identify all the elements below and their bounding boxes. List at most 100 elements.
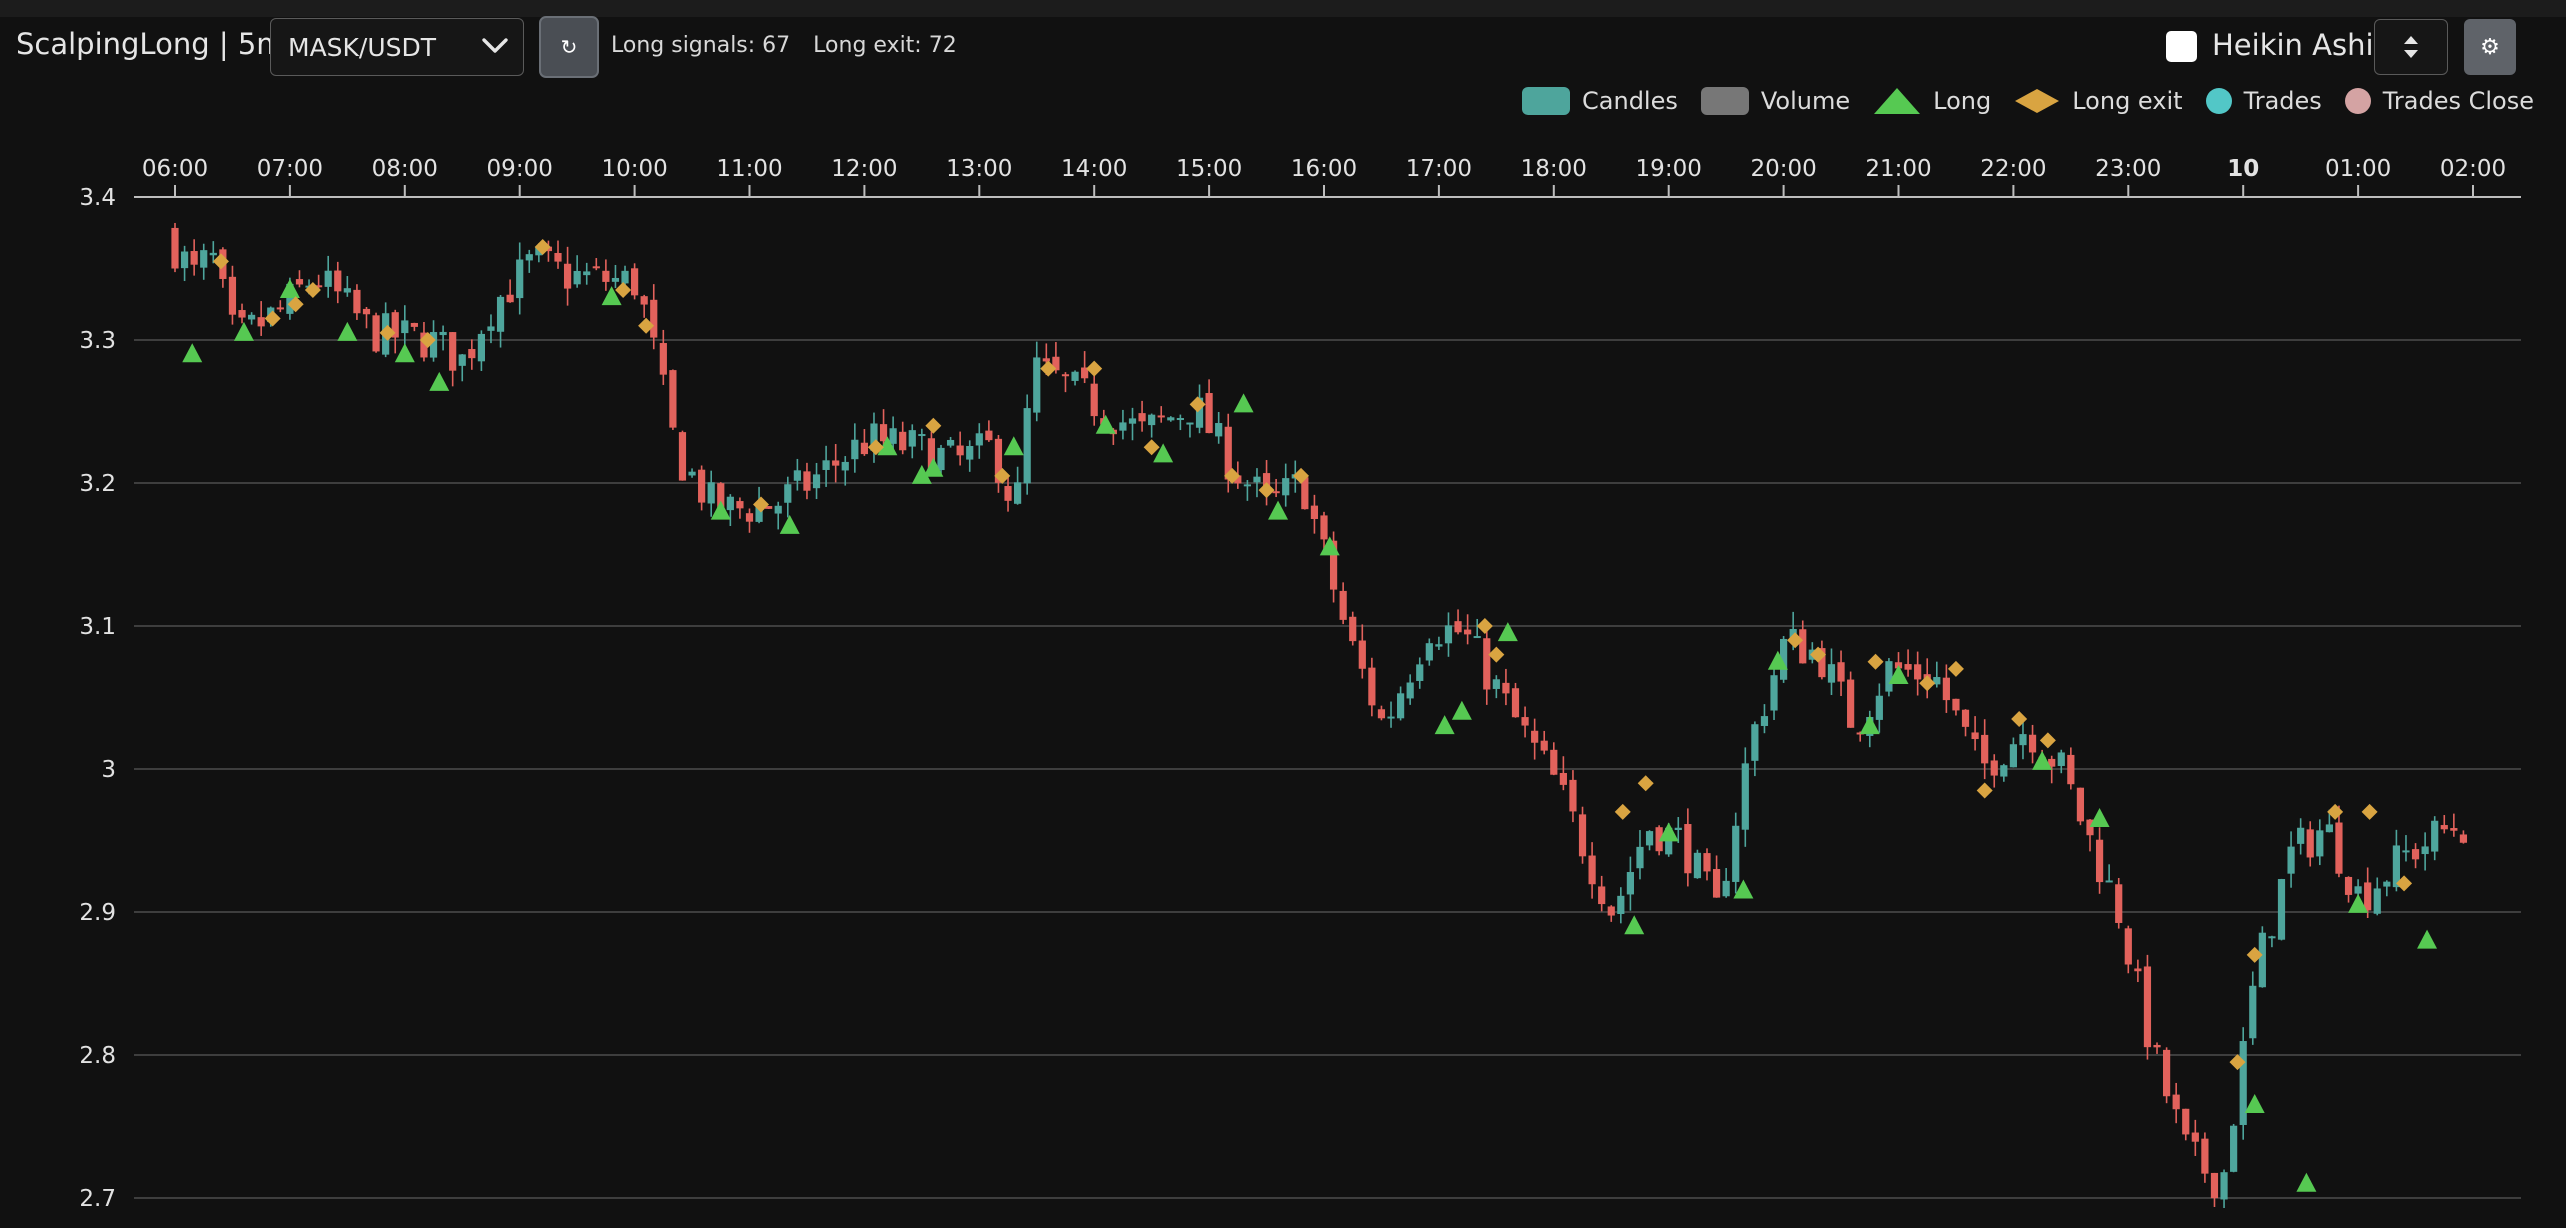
- candle-body: [1195, 397, 1204, 428]
- candle: [2076, 787, 2085, 826]
- candle-body: [1444, 625, 1453, 644]
- candle-body: [458, 354, 466, 366]
- candle-body: [2383, 881, 2391, 887]
- candle-body: [1272, 491, 1280, 494]
- long-signal-marker: [1233, 393, 1254, 413]
- candle-body: [1033, 357, 1041, 413]
- candle-body: [1511, 688, 1520, 718]
- candle-body: [2191, 1132, 2199, 1142]
- legend-item-long[interactable]: Long: [1872, 86, 1991, 116]
- strategy-title: ScalpingLong | 5m: [16, 27, 285, 61]
- candle: [1703, 848, 1711, 881]
- candle-body: [1799, 629, 1807, 664]
- candle: [2009, 737, 2017, 768]
- sort-toggle-button[interactable]: [2374, 19, 2448, 75]
- candle-body: [2019, 734, 2027, 746]
- candle-body: [1607, 906, 1615, 916]
- candle-body: [1234, 475, 1242, 484]
- candle: [2440, 815, 2448, 834]
- candle-body: [2210, 1172, 2219, 1199]
- legend-item-long-exit[interactable]: Long exit: [2013, 86, 2183, 116]
- candle-body: [1262, 473, 1271, 489]
- candle: [563, 246, 572, 306]
- candle: [1483, 623, 1491, 705]
- x-tick-label: 01:00: [2325, 156, 2391, 182]
- candle-body: [209, 252, 217, 256]
- signal-stats: Long signals: 67 Long exit: 72: [611, 33, 957, 58]
- candle-body: [1128, 418, 1137, 424]
- candle: [966, 440, 974, 472]
- long-exit-marker: [1040, 360, 1057, 377]
- candle: [1531, 718, 1539, 760]
- candle: [362, 307, 371, 329]
- pair-select-value: MASK/USDT: [288, 32, 437, 62]
- legend-item-trades-close[interactable]: Trades Close: [2344, 87, 2534, 115]
- legend-item-volume[interactable]: Volume: [1700, 86, 1850, 116]
- candle: [2402, 835, 2410, 862]
- x-tick-label: 13:00: [946, 156, 1012, 182]
- long-signal-marker: [279, 278, 300, 298]
- candle: [2230, 1123, 2238, 1173]
- candle: [1578, 806, 1587, 864]
- long-exit-marker: [1476, 618, 1493, 634]
- candle: [2421, 832, 2429, 871]
- candle: [803, 462, 811, 500]
- candle: [1550, 742, 1558, 776]
- legend-item-trades[interactable]: Trades: [2205, 87, 2322, 115]
- long-exit-marker: [419, 332, 436, 348]
- candle-body: [812, 474, 821, 489]
- candle-body: [832, 460, 840, 466]
- heikin-ashi-checkbox[interactable]: [2166, 31, 2197, 62]
- candle-body: [525, 254, 533, 261]
- candle: [1981, 719, 1989, 780]
- long-exit-marker: [2327, 803, 2344, 820]
- long-signal-marker: [1497, 622, 1518, 642]
- candle-body: [1358, 640, 1366, 669]
- long-exit-marker: [1976, 782, 1993, 799]
- candle-body: [2153, 1044, 2161, 1048]
- candle-body: [2220, 1172, 2228, 1200]
- candle-body: [2450, 828, 2458, 831]
- candle-body: [717, 483, 725, 516]
- gear-icon: ⚙: [2480, 34, 2500, 60]
- x-tick-label: 12:00: [831, 156, 897, 182]
- candle-body: [1138, 413, 1146, 422]
- candle-body: [2440, 825, 2448, 830]
- candle: [1090, 375, 1098, 426]
- long-signal-marker: [429, 371, 450, 391]
- x-tick-label: 14:00: [1061, 156, 1127, 182]
- y-tick-label: 2.7: [79, 1186, 116, 1212]
- candle-body: [1578, 814, 1587, 857]
- candle-body: [1703, 853, 1711, 872]
- candle-body: [1483, 638, 1491, 690]
- candle: [2134, 959, 2142, 983]
- candle: [2249, 971, 2257, 1045]
- candle: [1770, 667, 1778, 720]
- x-tick-label: 07:00: [257, 156, 323, 182]
- long-signal-marker: [1859, 715, 1880, 735]
- candle: [324, 255, 332, 298]
- candle-body: [2316, 830, 2324, 857]
- long-exit-marker: [2229, 1054, 2246, 1071]
- candle: [2411, 843, 2420, 869]
- candle: [1559, 756, 1567, 791]
- y-tick-label: 2.9: [79, 900, 116, 926]
- candle: [602, 259, 610, 291]
- candle: [487, 314, 495, 344]
- candle: [1799, 620, 1807, 664]
- candle-body: [698, 469, 706, 503]
- pair-select[interactable]: MASK/USDT: [270, 18, 524, 76]
- candle: [1492, 675, 1500, 699]
- candle: [1990, 754, 1998, 788]
- refresh-button[interactable]: ↻: [539, 16, 599, 78]
- settings-button[interactable]: ⚙: [2464, 19, 2516, 75]
- candle-body: [975, 433, 983, 446]
- long-exit-marker: [287, 296, 304, 313]
- candle-body: [1329, 540, 1338, 590]
- candle: [2191, 1119, 2199, 1156]
- long-signal-marker: [779, 514, 800, 534]
- candle-body: [1732, 825, 1740, 882]
- legend-item-candles[interactable]: Candles: [1521, 86, 1678, 116]
- candle-body: [611, 277, 620, 282]
